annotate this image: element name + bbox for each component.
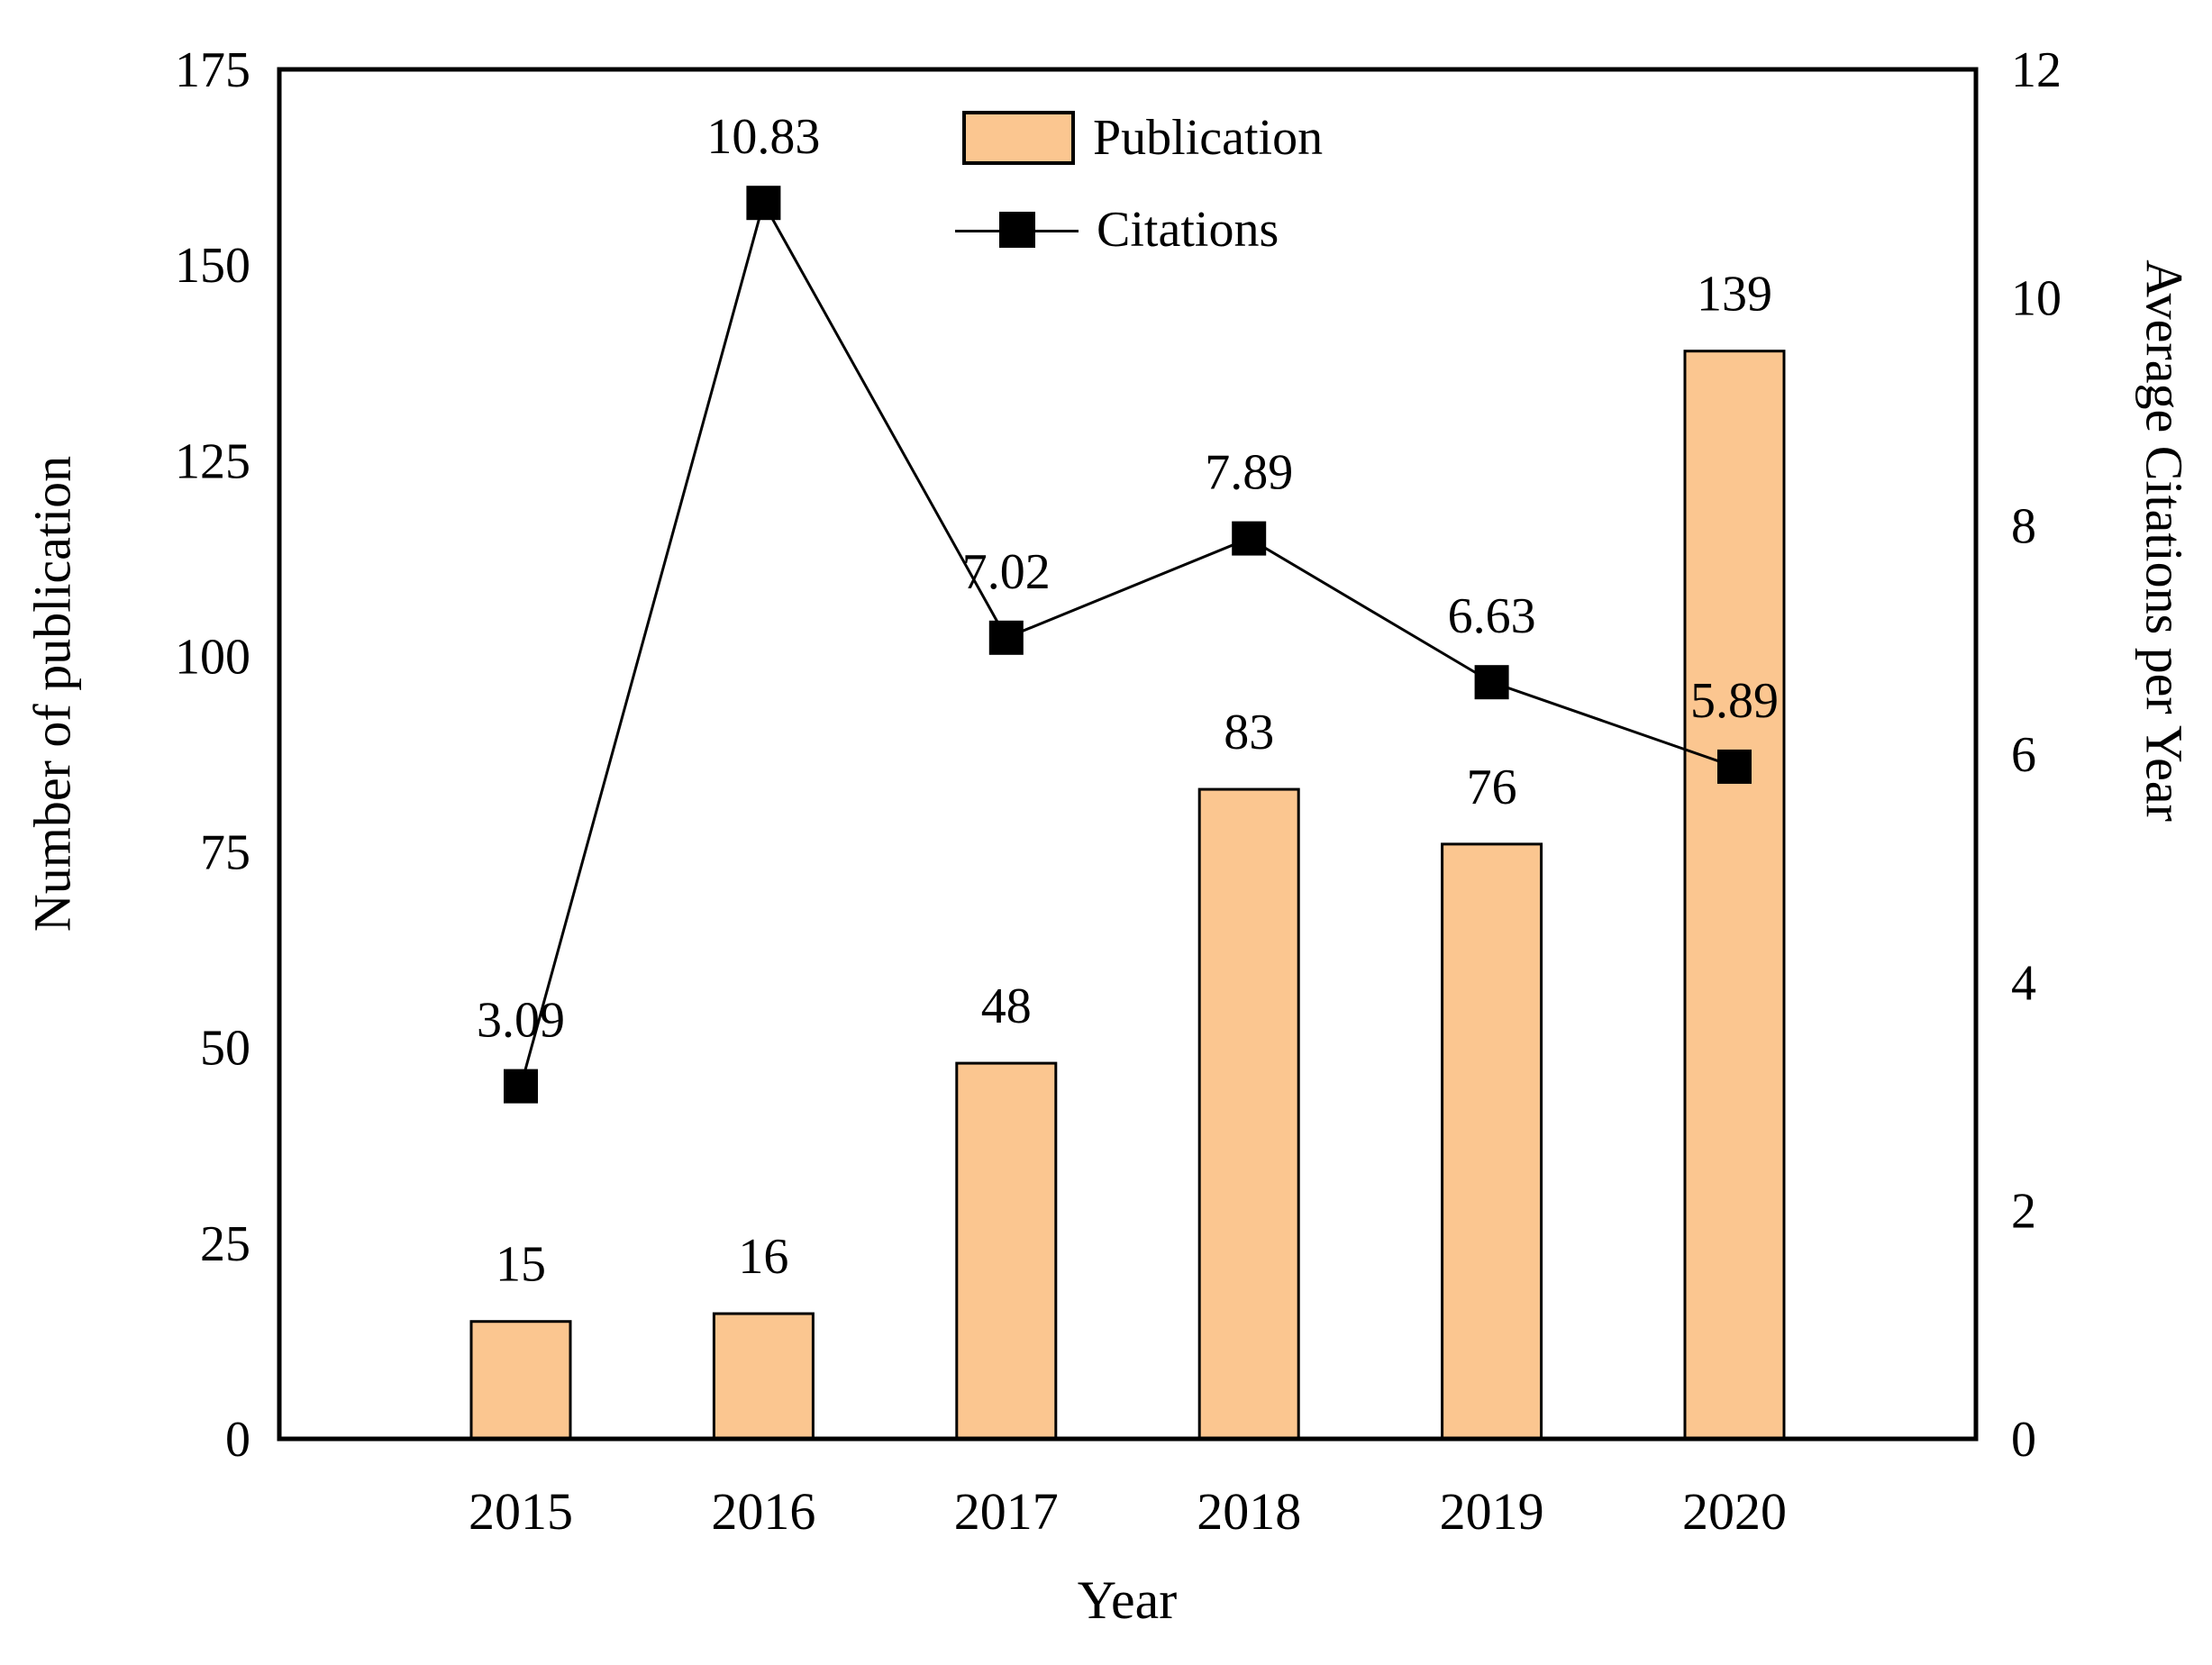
legend-label-citations: Citations [1097,202,1279,258]
publication-bar-swatch [962,111,1075,165]
x-axis-title: Year [1077,1570,1178,1630]
bar-label-2017: 48 [981,978,1032,1034]
citations-marker-2015 [504,1069,538,1104]
left-axis-title: Number of publication [23,455,82,933]
x-tick-2015: 2015 [469,1482,573,1541]
citations-label-2017: 7.02 [962,544,1051,600]
y-right-tick-6: 6 [2011,727,2036,783]
legend-entry-citations: Citations [955,203,1279,257]
y-left-tick-150: 150 [175,238,250,294]
y-left-tick-175: 175 [175,42,250,98]
citations-line-marker-icon [955,205,1079,254]
x-tick-2020: 2020 [1682,1482,1787,1541]
x-tick-2016: 2016 [711,1482,815,1541]
y-left-tick-75: 75 [200,825,250,881]
legend-entry-publication: Publication [962,111,1323,165]
bar-2018 [1197,787,1300,1441]
citations-label-2020: 5.89 [1690,673,1779,729]
y-left-tick-25: 25 [200,1216,250,1272]
y-right-tick-4: 4 [2011,955,2036,1011]
citations-label-2018: 7.89 [1205,445,1293,501]
x-tick-2019: 2019 [1440,1482,1544,1541]
plot-border [277,67,1979,1442]
y-left-tick-0: 0 [225,1412,250,1468]
citations-label-2016: 10.83 [706,109,820,165]
citations-label-2019: 6.63 [1448,588,1536,644]
citations-marker-2019 [1474,665,1509,700]
x-tick-2018: 2018 [1197,1482,1301,1541]
y-right-tick-2: 2 [2011,1184,2036,1240]
bar-2019 [1441,842,1543,1441]
y-right-tick-10: 10 [2011,270,2062,326]
bar-label-2019: 76 [1467,760,1517,815]
y-right-tick-0: 0 [2011,1412,2036,1468]
citations-label-2015: 3.09 [477,993,565,1049]
y-right-tick-12: 12 [2011,42,2062,98]
y-left-tick-50: 50 [200,1021,250,1077]
bar-label-2018: 83 [1224,705,1274,760]
y-right-tick-8: 8 [2011,499,2036,555]
citations-marker-2016 [746,186,781,221]
citations-line [519,199,1735,1087]
bar-2016 [712,1312,815,1441]
bar-label-2016: 16 [738,1229,788,1285]
y-left-tick-125: 125 [175,433,250,489]
bar-label-2015: 15 [496,1237,546,1293]
legend-label-publication: Publication [1093,110,1324,166]
citations-marker-2017 [988,620,1024,655]
citations-marker-2020 [1717,749,1752,784]
bar-label-2020: 139 [1697,267,1772,323]
citations-marker-2018 [1232,521,1267,556]
x-tick-2017: 2017 [954,1482,1059,1541]
bar-2020 [1683,350,1786,1441]
bar-2017 [955,1061,1058,1441]
right-axis-title: Average Citations per Year [2135,259,2194,822]
bar-2015 [469,1320,572,1441]
y-left-tick-100: 100 [175,629,250,685]
